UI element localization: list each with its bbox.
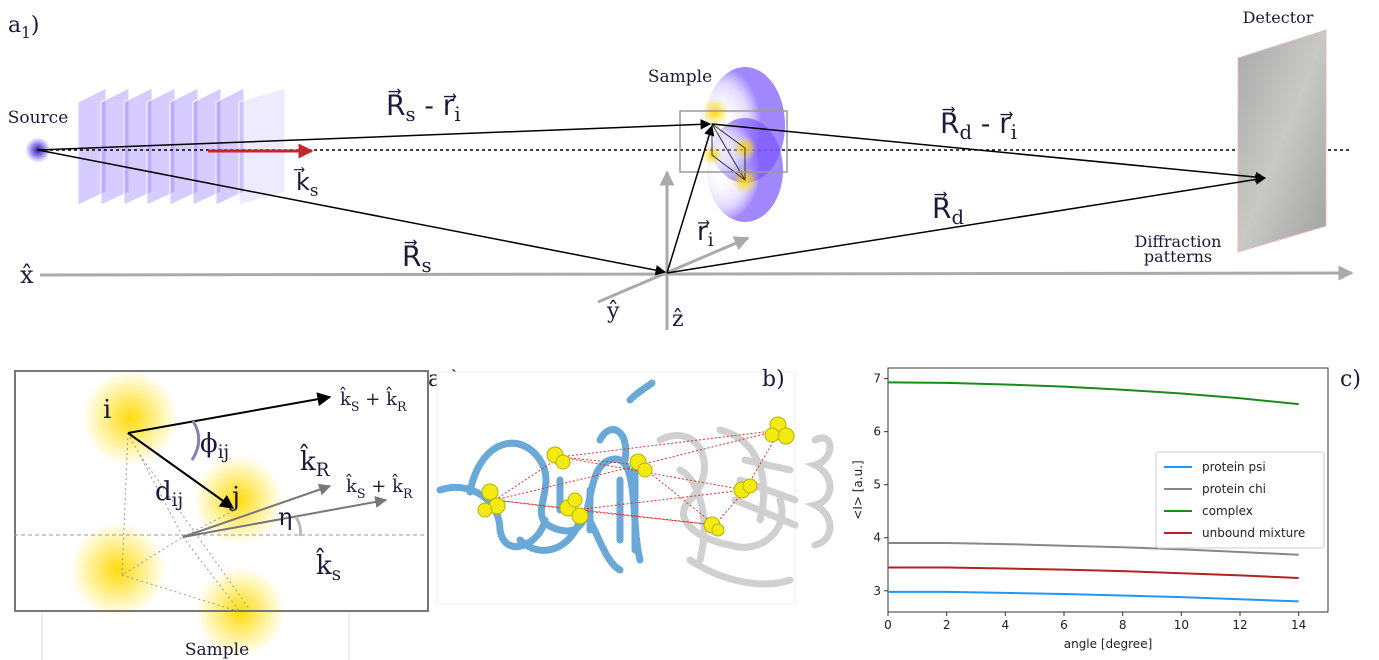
subscript: R <box>316 460 331 481</box>
vector-label: r⃗i <box>697 217 714 251</box>
x-tick-label: 6 <box>1060 618 1068 632</box>
vector-label: k̂s <box>316 547 341 585</box>
x-tick-label: 2 <box>943 618 951 632</box>
label-part: - <box>416 89 443 122</box>
panel-a2: i j ϕij dij η k̂S + k̂R k̂S + k̂R k̂R k̂… <box>14 367 460 660</box>
detector-label: Detector <box>1243 8 1314 27</box>
y-axis-label: ŷ <box>606 299 620 324</box>
x-tick-label: 14 <box>1291 618 1306 632</box>
label-part: ) <box>31 13 40 38</box>
x-axis-label: x̂ <box>20 261 34 289</box>
y-tick-label: 5 <box>873 478 881 492</box>
x-tick-label: 8 <box>1119 618 1127 632</box>
sample-label: Sample <box>185 640 249 660</box>
vector <box>38 150 665 272</box>
legend-label: protein psi <box>1202 460 1266 474</box>
x-axis <box>40 273 1352 275</box>
y-tick-label: 3 <box>873 584 881 598</box>
x-tick-label: 0 <box>884 618 892 632</box>
subscript: ij <box>218 442 229 463</box>
vector-label: k̂S + k̂R <box>345 472 413 501</box>
label-part: + <box>360 389 387 410</box>
label-part: k̂ <box>316 547 332 581</box>
label-part: d <box>155 477 172 507</box>
vector-label: R⃗s - r⃗i <box>386 88 461 126</box>
x-axis-label: angle [degree] <box>1064 637 1153 651</box>
subscript: R <box>397 399 407 414</box>
subscript: i <box>454 103 460 126</box>
label-part: a <box>8 13 21 38</box>
panel-b: b) <box>437 367 830 604</box>
x-tick-label: 10 <box>1174 618 1189 632</box>
x-tick-label: 4 <box>1002 618 1010 632</box>
vector-label: R⃗d <box>932 191 964 229</box>
legend-label: complex <box>1202 504 1253 518</box>
subscript: R <box>403 486 413 501</box>
subscript: i <box>708 230 714 251</box>
subscript: 1 <box>21 24 31 42</box>
label-part: k̂ <box>300 443 316 477</box>
y-tick-label: 6 <box>873 425 881 439</box>
point-label: i <box>103 395 111 425</box>
angle-label: ϕij <box>200 429 229 463</box>
diffraction-label: patterns <box>1144 247 1212 266</box>
legend-label: unbound mixture <box>1202 526 1305 540</box>
angle-label: η <box>278 503 292 531</box>
sample-label: Sample <box>648 67 712 87</box>
distance-label: dij <box>155 477 183 511</box>
vector-label: R⃗s <box>402 239 432 277</box>
panel-label: c) <box>1340 367 1361 392</box>
label-part: R⃗ <box>386 88 405 122</box>
label-part: k⃗ <box>293 167 310 196</box>
subscript: s <box>310 180 319 200</box>
subscript: S <box>351 399 360 414</box>
subscript: s <box>332 564 341 585</box>
y-tick-label: 7 <box>873 372 881 386</box>
panel-a1: a1) Source k⃗s x̂ ẑ ŷ Sample Detector Di… <box>8 8 1352 332</box>
legend-label: protein chi <box>1202 482 1266 496</box>
vector-label: R⃗d - r⃗i <box>940 106 1017 144</box>
x-tick-label: 12 <box>1232 618 1247 632</box>
subscript: d <box>951 206 964 229</box>
subscript: i <box>1011 121 1017 144</box>
figure: a1) Source k⃗s x̂ ẑ ŷ Sample Detector Di… <box>0 0 1379 660</box>
subscript: d <box>959 121 972 144</box>
label-part: + <box>366 476 393 497</box>
subscript: ij <box>172 490 183 511</box>
panel-label: a1) <box>8 13 40 42</box>
label-part: R⃗ <box>932 191 951 225</box>
vector <box>667 126 712 273</box>
chart: 0 2 4 6 8 10 12 14 3 4 5 6 7 angle [degree] <I> [a.u.]… <box>851 368 1328 651</box>
vector-label: k̂S + k̂R <box>339 385 407 414</box>
panel-label: b) <box>762 367 785 392</box>
y-axis <box>598 238 748 302</box>
wavefronts <box>78 88 285 205</box>
label-part: - <box>972 107 999 140</box>
sample-waves <box>701 67 785 222</box>
subscript: s <box>405 103 415 126</box>
ks-label: k⃗s <box>293 167 318 200</box>
subscript: s <box>421 254 431 277</box>
y-axis-label: <I> [a.u.] <box>851 460 865 519</box>
detector <box>1238 30 1326 252</box>
source-label: Source <box>8 108 69 128</box>
label-part: ϕ <box>200 429 218 459</box>
subscript: S <box>357 486 366 501</box>
vector-label: k̂R <box>300 443 331 481</box>
label-part: R⃗ <box>402 239 421 273</box>
y-tick-label: 4 <box>873 531 881 545</box>
z-axis-label: ẑ <box>672 307 684 332</box>
label-part: R⃗ <box>940 106 959 140</box>
